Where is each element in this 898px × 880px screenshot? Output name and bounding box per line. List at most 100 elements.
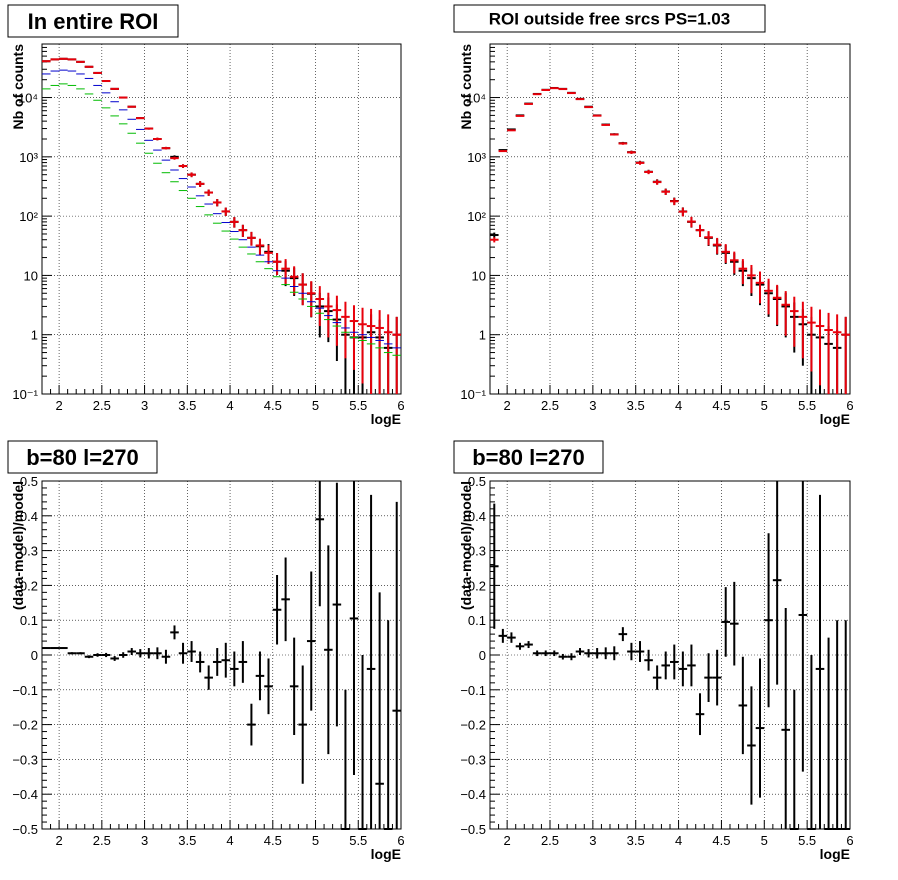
data-point [307, 571, 316, 710]
y-tick-label-1: 1 [31, 328, 38, 343]
data-point [524, 103, 533, 104]
y-tick-label-2: −0.3 [12, 752, 38, 767]
data-point [290, 266, 299, 294]
data-point [127, 106, 136, 108]
chart-title: b=80 l=270 [472, 445, 585, 470]
series-2 [42, 58, 401, 394]
data-point [316, 481, 325, 606]
data-point [68, 652, 77, 654]
data-point [93, 653, 102, 656]
data-point [739, 657, 748, 754]
data-point [119, 652, 128, 658]
data-point [367, 495, 376, 829]
data-point [102, 81, 111, 82]
data-point [790, 297, 799, 347]
data-point [187, 172, 196, 177]
series-2 [490, 88, 850, 394]
data-point [824, 638, 833, 829]
x-axis-label: logE [371, 846, 401, 862]
data-point [51, 647, 60, 648]
data-point [533, 650, 542, 656]
data-point [162, 147, 171, 150]
series-3 [42, 70, 401, 348]
data-point [507, 130, 516, 131]
data-point [661, 189, 670, 195]
data-point [213, 648, 222, 676]
data-point [533, 94, 542, 95]
data-point [230, 652, 239, 687]
data-point [110, 88, 119, 90]
data-point [68, 59, 77, 60]
data-point [781, 608, 790, 829]
data-point [367, 309, 376, 394]
y-tick-label-4: 10³ [467, 150, 486, 165]
data-point [239, 225, 248, 237]
data-point [627, 643, 636, 660]
x-tick-label-7: 5.5 [798, 833, 816, 848]
data-point [541, 89, 550, 90]
y-tick-label-3: −0.2 [12, 718, 38, 733]
data-point [670, 645, 679, 680]
x-tick-label-1: 2.5 [93, 398, 111, 413]
data-point [204, 190, 213, 196]
data-point [179, 164, 188, 168]
data-point [136, 649, 145, 657]
data-point [273, 253, 282, 275]
data-point [833, 620, 842, 829]
data-point [790, 690, 799, 829]
data-point [59, 58, 68, 59]
data-point [85, 655, 94, 658]
y-tick-label-3: 10² [19, 209, 38, 224]
y-tick-label-0: −0.5 [12, 822, 38, 837]
data-point [704, 231, 713, 245]
data-point [341, 302, 350, 359]
grid-lines [490, 481, 850, 829]
data-point [59, 647, 68, 648]
data-point [816, 310, 825, 386]
data-point [333, 296, 342, 346]
data-point [247, 232, 256, 246]
y-tick-label-1: −0.4 [460, 787, 486, 802]
x-tick-label-5: 4.5 [264, 398, 282, 413]
x-tick-label-5: 4.5 [712, 833, 730, 848]
data-point [679, 208, 688, 217]
series-1 [42, 58, 401, 394]
data-point [145, 128, 154, 130]
data-point [593, 648, 602, 658]
data-point [76, 652, 85, 654]
x-axis-label: logE [371, 411, 401, 427]
data-point [384, 620, 393, 829]
data-point [661, 652, 670, 680]
data-point [273, 575, 282, 645]
x-tick-label-7: 5.5 [349, 398, 367, 413]
data-point [324, 293, 333, 338]
data-point [704, 653, 713, 702]
data-point [230, 217, 239, 227]
data-point [541, 650, 550, 656]
data-point [499, 629, 508, 643]
data-point [644, 650, 653, 671]
data-point [298, 665, 307, 783]
x-tick-label-4: 4 [675, 833, 682, 848]
x-tick-label-5: 4.5 [712, 398, 730, 413]
data-point [281, 558, 290, 642]
grid-lines [490, 44, 850, 394]
data-point [93, 72, 102, 73]
chart-title-box: b=80 l=270 [8, 441, 157, 473]
data-point [773, 285, 782, 325]
data-point [290, 638, 299, 735]
data-point [204, 665, 213, 689]
grid-lines [42, 44, 401, 394]
data-point [516, 115, 525, 116]
x-tick-label-4: 4 [226, 833, 233, 848]
x-axis-label: logE [820, 411, 850, 427]
data-point [567, 93, 576, 94]
data-point [576, 648, 585, 655]
data-point [298, 273, 307, 305]
y-tick-label-0: 10⁻¹ [460, 387, 486, 402]
x-ticks: 2 2.5 3 3.5 4 4.5 5 5.5 6 [490, 820, 854, 848]
x-ticks: 2 2.5 3 3.5 4 4.5 5 5.5 6 [42, 385, 405, 413]
data-point [756, 272, 765, 304]
data-point [264, 658, 273, 714]
data-point [145, 648, 154, 658]
